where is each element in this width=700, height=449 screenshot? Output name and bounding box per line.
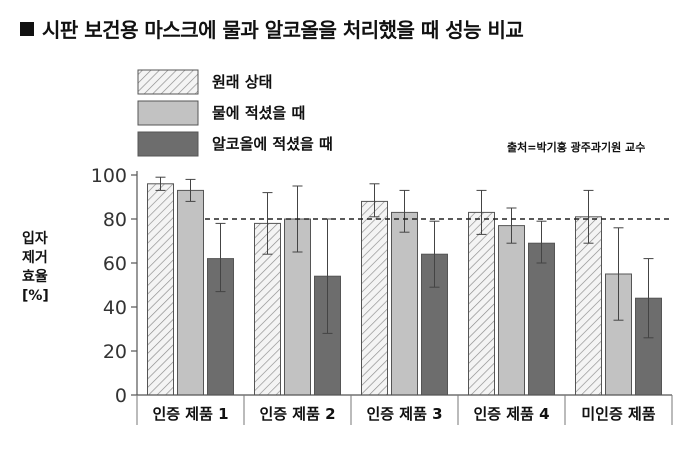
bar-3-4 [528, 242, 555, 396]
bar-2-4 [498, 225, 525, 396]
x-tick-label: 인증 제품 3 [366, 405, 442, 423]
y-tick-label: 40 [103, 297, 127, 319]
legend-swatch-2 [137, 100, 199, 126]
chart-title: 시판 보건용 마스크에 물과 알코올을 처리했을 때 성능 비교 [20, 14, 524, 43]
chart-title-text: 시판 보건용 마스크에 물과 알코올을 처리했을 때 성능 비교 [42, 18, 524, 42]
y-tick-label: 100 [91, 165, 127, 187]
bar-1-1 [147, 183, 174, 396]
y-axis-label: 입자 제거 효율 [%] [22, 231, 49, 304]
x-tick-label: 인증 제품 2 [259, 405, 335, 423]
legend-label-1: 원래 상태 [212, 73, 272, 91]
x-tick-label: 미인증 제품 [581, 405, 655, 423]
title-square-icon [20, 22, 34, 36]
y-tick-label: 80 [103, 209, 127, 231]
legend-swatch-1 [137, 69, 199, 95]
y-tick-label: 60 [103, 253, 127, 275]
y-tick-label: 0 [115, 385, 127, 407]
bar-1-3 [361, 200, 388, 396]
bar-2-1 [177, 189, 204, 396]
bars [147, 176, 672, 396]
x-axis: 인증 제품 1 인증 제품 2 인증 제품 3 인증 제품 4 미인증 제품 [136, 394, 673, 425]
bar-1-5 [575, 216, 602, 396]
bar-1-4 [468, 211, 495, 396]
legend-label-3: 알코올에 적셨을 때 [212, 135, 333, 153]
y-axis: 0 20 40 60 80 100 [91, 165, 138, 407]
legend-label-2: 물에 적셨을 때 [212, 104, 305, 122]
y-tick-label: 20 [103, 341, 127, 363]
legend-swatch-3 [137, 131, 199, 157]
bar-2-3 [391, 211, 418, 396]
source-note: 출처=박기홍 광주과기원 교수 [507, 141, 646, 154]
x-tick-label: 인증 제품 1 [152, 405, 228, 423]
x-tick-label: 인증 제품 4 [473, 405, 549, 423]
